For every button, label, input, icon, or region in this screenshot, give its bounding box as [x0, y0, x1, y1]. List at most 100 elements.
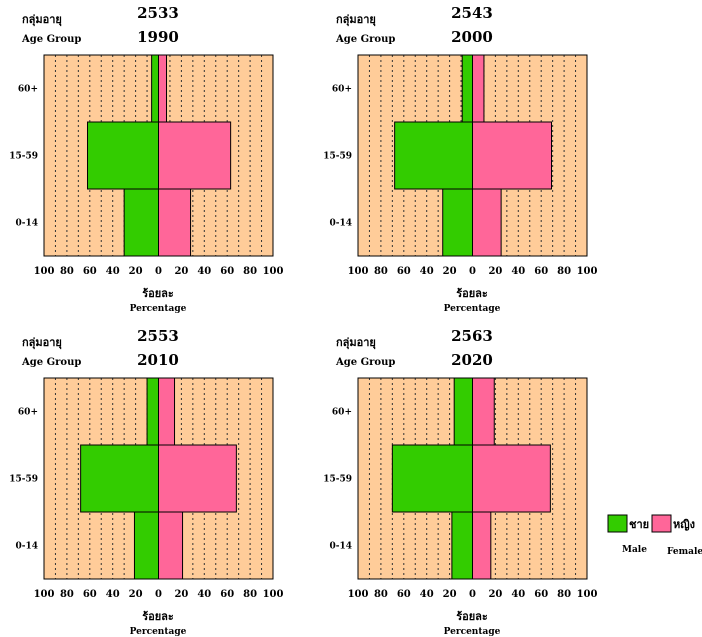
x-tick-label: 40 — [511, 589, 525, 600]
x-tick-labels: 100 80 60 40 20 0 20 40 60 80 100 — [34, 589, 284, 600]
male-bar — [133, 511, 160, 580]
x-tick-label: 40 — [106, 266, 120, 277]
male-bar — [123, 188, 159, 257]
category-labels: 60+ 15-59 0-14 — [323, 85, 352, 229]
category-label: 15-59 — [9, 152, 38, 162]
female-bar — [158, 377, 176, 446]
legend-male-label-en: Male — [622, 545, 647, 555]
male-bar — [151, 54, 160, 123]
x-tick-label: 0 — [155, 266, 162, 277]
age-group-label-th: กลุ่มอายุ — [336, 13, 376, 27]
bars — [394, 54, 553, 257]
legend-female-label-en: Female — [667, 547, 702, 557]
x-tick-label: 80 — [374, 266, 388, 277]
year-be-label: 2563 — [451, 327, 493, 345]
male-bar — [461, 54, 474, 123]
female-bar — [158, 121, 232, 190]
bars — [87, 54, 232, 257]
category-label: 15-59 — [9, 475, 38, 485]
x-tick-label: 60 — [397, 589, 411, 600]
male-bar — [442, 188, 473, 257]
x-tick-label: 80 — [374, 589, 388, 600]
female-bar — [472, 377, 495, 446]
female-bar — [472, 511, 492, 580]
x-tick-label: 100 — [577, 266, 598, 277]
x-tick-label: 40 — [420, 589, 434, 600]
male-bar — [453, 377, 473, 446]
x-tick-labels: 100 80 60 40 20 0 20 40 60 80 100 — [34, 266, 284, 277]
category-labels: 60+ 15-59 0-14 — [323, 408, 352, 552]
pyramid-panel-1990: กลุ่มอายุ Age Group 2533 1990 60+ 15-59 0-… — [9, 4, 283, 314]
x-tick-label: 100 — [263, 266, 284, 277]
x-tick-label: 60 — [397, 266, 411, 277]
legend: ชาย หญิง Male Female — [607, 514, 702, 557]
year-ce-label: 2010 — [137, 351, 179, 369]
female-bar — [158, 444, 237, 513]
x-tick-label: 100 — [263, 589, 284, 600]
x-tick-labels: 100 80 60 40 20 0 20 40 60 80 100 — [348, 589, 598, 600]
pyramid-panel-2010: กลุ่มอายุ Age Group 2553 2010 60+ 15-59 0-… — [9, 327, 283, 637]
female-bar — [472, 54, 485, 123]
age-group-label-en: Age Group — [335, 357, 395, 368]
male-bar — [80, 444, 159, 513]
x-tick-label: 20 — [174, 589, 188, 600]
age-group-label-en: Age Group — [21, 357, 81, 368]
x-axis-label-th: ร้อยละ — [456, 287, 488, 300]
category-label: 60+ — [18, 85, 38, 95]
female-bar — [472, 188, 502, 257]
age-group-label-en: Age Group — [335, 34, 395, 45]
x-tick-label: 80 — [243, 266, 257, 277]
x-tick-label: 0 — [469, 266, 476, 277]
category-labels: 60+ 15-59 0-14 — [9, 85, 38, 229]
male-bar — [394, 121, 473, 190]
x-tick-label: 0 — [155, 589, 162, 600]
x-tick-label: 80 — [60, 266, 74, 277]
category-label: 15-59 — [323, 152, 352, 162]
plot-border — [357, 377, 588, 580]
category-label: 0-14 — [329, 219, 352, 229]
pyramid-panel-2020: กลุ่มอายุ Age Group 2563 2020 60+15-590-… — [323, 327, 597, 637]
legend-female-label-th: หญิง — [673, 518, 695, 531]
year-be-label: 2553 — [137, 327, 179, 345]
female-bar — [158, 54, 168, 123]
x-tick-label: 100 — [34, 589, 55, 600]
legend-female-swatch — [651, 514, 672, 533]
legend-male-label-th: ชาย — [629, 518, 649, 531]
category-label: 0-14 — [329, 542, 352, 552]
age-group-label-en: Age Group — [21, 34, 81, 45]
year-be-label: 2543 — [451, 4, 493, 22]
year-ce-label: 2000 — [451, 28, 493, 46]
year-ce-label: 2020 — [451, 351, 493, 369]
male-bar — [87, 121, 159, 190]
x-tick-label: 80 — [60, 589, 74, 600]
x-axis-label-en: Percentage — [130, 627, 187, 637]
year-be-label: 2533 — [137, 4, 179, 22]
category-label: 60+ — [332, 408, 352, 418]
x-tick-label: 20 — [129, 266, 143, 277]
x-tick-label: 20 — [129, 589, 143, 600]
x-axis-label-en: Percentage — [444, 627, 501, 637]
x-tick-label: 40 — [106, 589, 120, 600]
x-tick-label: 80 — [557, 589, 571, 600]
x-tick-label: 20 — [174, 266, 188, 277]
year-ce-label: 1990 — [137, 28, 179, 46]
x-tick-label: 40 — [197, 589, 211, 600]
plot-border — [43, 54, 274, 257]
female-bar — [472, 121, 553, 190]
male-bar — [146, 377, 160, 446]
x-tick-label: 40 — [197, 266, 211, 277]
x-tick-label: 60 — [83, 589, 97, 600]
age-group-label-th: กลุ่มอายุ — [22, 336, 62, 350]
x-axis-label-th: ร้อยละ — [142, 287, 174, 300]
female-bar — [158, 188, 192, 257]
x-axis-label-en: Percentage — [130, 304, 187, 314]
x-tick-label: 20 — [488, 589, 502, 600]
category-labels: 60+ 15-59 0-14 — [9, 408, 38, 552]
x-tick-label: 40 — [420, 266, 434, 277]
x-tick-label: 20 — [443, 266, 457, 277]
bars — [391, 377, 551, 580]
age-group-label-th: กลุ่มอายุ — [22, 13, 62, 27]
x-tick-labels: 100 80 60 40 20 0 20 40 60 80 100 — [348, 266, 598, 277]
x-tick-label: 80 — [243, 589, 257, 600]
age-group-label-th: กลุ่มอายุ — [336, 336, 376, 350]
